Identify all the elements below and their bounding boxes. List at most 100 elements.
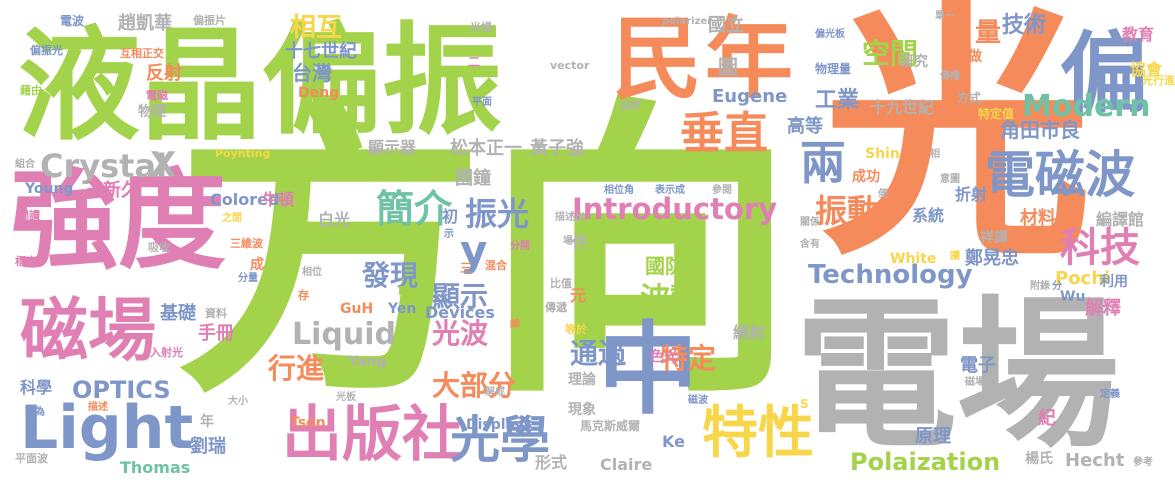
- word: 簡介: [376, 187, 453, 231]
- word: 傳播: [940, 71, 960, 82]
- word: E: [398, 284, 407, 298]
- word: 自然: [620, 101, 640, 112]
- word: 物理量: [815, 62, 852, 76]
- word: 王新久: [85, 180, 139, 201]
- word: 科技: [1060, 225, 1140, 271]
- word: 定義: [1100, 389, 1120, 400]
- word: 光行進: [1142, 74, 1175, 87]
- word: 光板: [336, 392, 356, 403]
- word: 通過: [570, 337, 627, 370]
- word: 圖: [718, 55, 738, 79]
- word: 磁波: [688, 395, 708, 406]
- word: 光波: [432, 317, 489, 350]
- word: 成功: [852, 169, 880, 185]
- word: 大部分: [432, 369, 517, 402]
- word: 角田市良: [1000, 118, 1080, 142]
- word: 相互: [290, 13, 343, 43]
- word: 形式: [535, 453, 568, 472]
- word: 電磁波: [985, 146, 1135, 204]
- word: Young: [25, 181, 74, 197]
- word: 十七世紀: [285, 41, 357, 62]
- word: 二: [468, 55, 481, 69]
- word: 電波: [60, 14, 85, 28]
- word: Eugene: [712, 86, 788, 107]
- word: 高等: [787, 116, 823, 137]
- word: 光場: [470, 21, 492, 34]
- word: 中: [598, 311, 698, 428]
- word: Modern: [1022, 89, 1151, 124]
- word: 分量: [238, 273, 258, 284]
- word: 混合: [485, 259, 507, 272]
- word: 垂直: [680, 108, 768, 159]
- word: 液晶: [18, 15, 262, 157]
- word: 劉瑞: [190, 436, 226, 457]
- word: 讀: [950, 251, 960, 262]
- word: 偏振光: [30, 44, 63, 57]
- word: 關係: [800, 217, 820, 228]
- word: 發現: [362, 259, 419, 292]
- word: 件: [572, 233, 589, 252]
- word: Claire: [600, 455, 653, 474]
- word: 磁場值: [965, 377, 995, 388]
- word: 波動: [640, 282, 700, 317]
- word: 基礎: [160, 303, 196, 324]
- word: 參考: [1133, 457, 1153, 468]
- word: 分開: [510, 241, 530, 252]
- word: 等於: [565, 323, 587, 336]
- word: Hecht: [1065, 450, 1125, 471]
- word: 藉由: [20, 84, 42, 97]
- word: 線: [510, 319, 520, 330]
- word: Introductory: [572, 192, 778, 226]
- word: Shin: [865, 146, 900, 162]
- word: 電場: [795, 282, 1119, 470]
- word: 表示成: [655, 185, 685, 196]
- word: 單一: [935, 11, 955, 22]
- word: 描述: [88, 402, 108, 413]
- word: 做: [968, 49, 982, 65]
- word: 振動: [815, 192, 880, 230]
- word: 吸收: [148, 241, 170, 254]
- word: 量: [975, 18, 1002, 48]
- word: 現象: [568, 402, 596, 418]
- word: 繞射: [733, 323, 766, 342]
- word: 參閱: [712, 185, 732, 196]
- word: 便: [878, 189, 888, 200]
- word: 空間: [862, 37, 919, 70]
- word: 相位: [302, 267, 322, 278]
- word: 振態: [1050, 301, 1070, 312]
- word: 工業: [815, 88, 860, 113]
- word: 解釋: [1085, 298, 1121, 319]
- word: 馬克斯威爾: [580, 419, 641, 433]
- word: 黃子強: [530, 138, 584, 159]
- word: Deng: [298, 85, 340, 101]
- word: 互相正交: [120, 47, 164, 60]
- word: 行進: [268, 352, 325, 385]
- word: 偏振: [262, 12, 502, 151]
- word: 十九世紀: [870, 98, 935, 117]
- word: 場: [563, 236, 573, 247]
- word: 顯示器: [368, 138, 417, 157]
- word: 楊氏: [1025, 451, 1053, 467]
- word: 手冊: [198, 323, 234, 344]
- word: 平面波: [15, 452, 48, 465]
- word: 台灣: [292, 61, 332, 85]
- word: 光學: [450, 411, 550, 469]
- word: X: [150, 145, 177, 185]
- word: 技術: [1002, 13, 1047, 38]
- word: Tson: [290, 415, 326, 431]
- word: Displays: [466, 417, 533, 433]
- word: 相位角: [604, 185, 634, 196]
- word: Devices: [425, 303, 495, 322]
- word: 偏振片: [193, 14, 226, 27]
- word: 磁場: [20, 292, 157, 371]
- word: 祥譯: [980, 230, 1008, 246]
- word: 趙凱華: [118, 13, 172, 34]
- word: vector: [550, 59, 590, 72]
- word: 特定: [660, 342, 717, 375]
- word: 反射: [146, 63, 182, 84]
- word: 解成: [485, 387, 505, 398]
- word: 物理: [138, 104, 166, 120]
- word: 材料: [1020, 208, 1056, 229]
- word: 三維波: [230, 237, 263, 250]
